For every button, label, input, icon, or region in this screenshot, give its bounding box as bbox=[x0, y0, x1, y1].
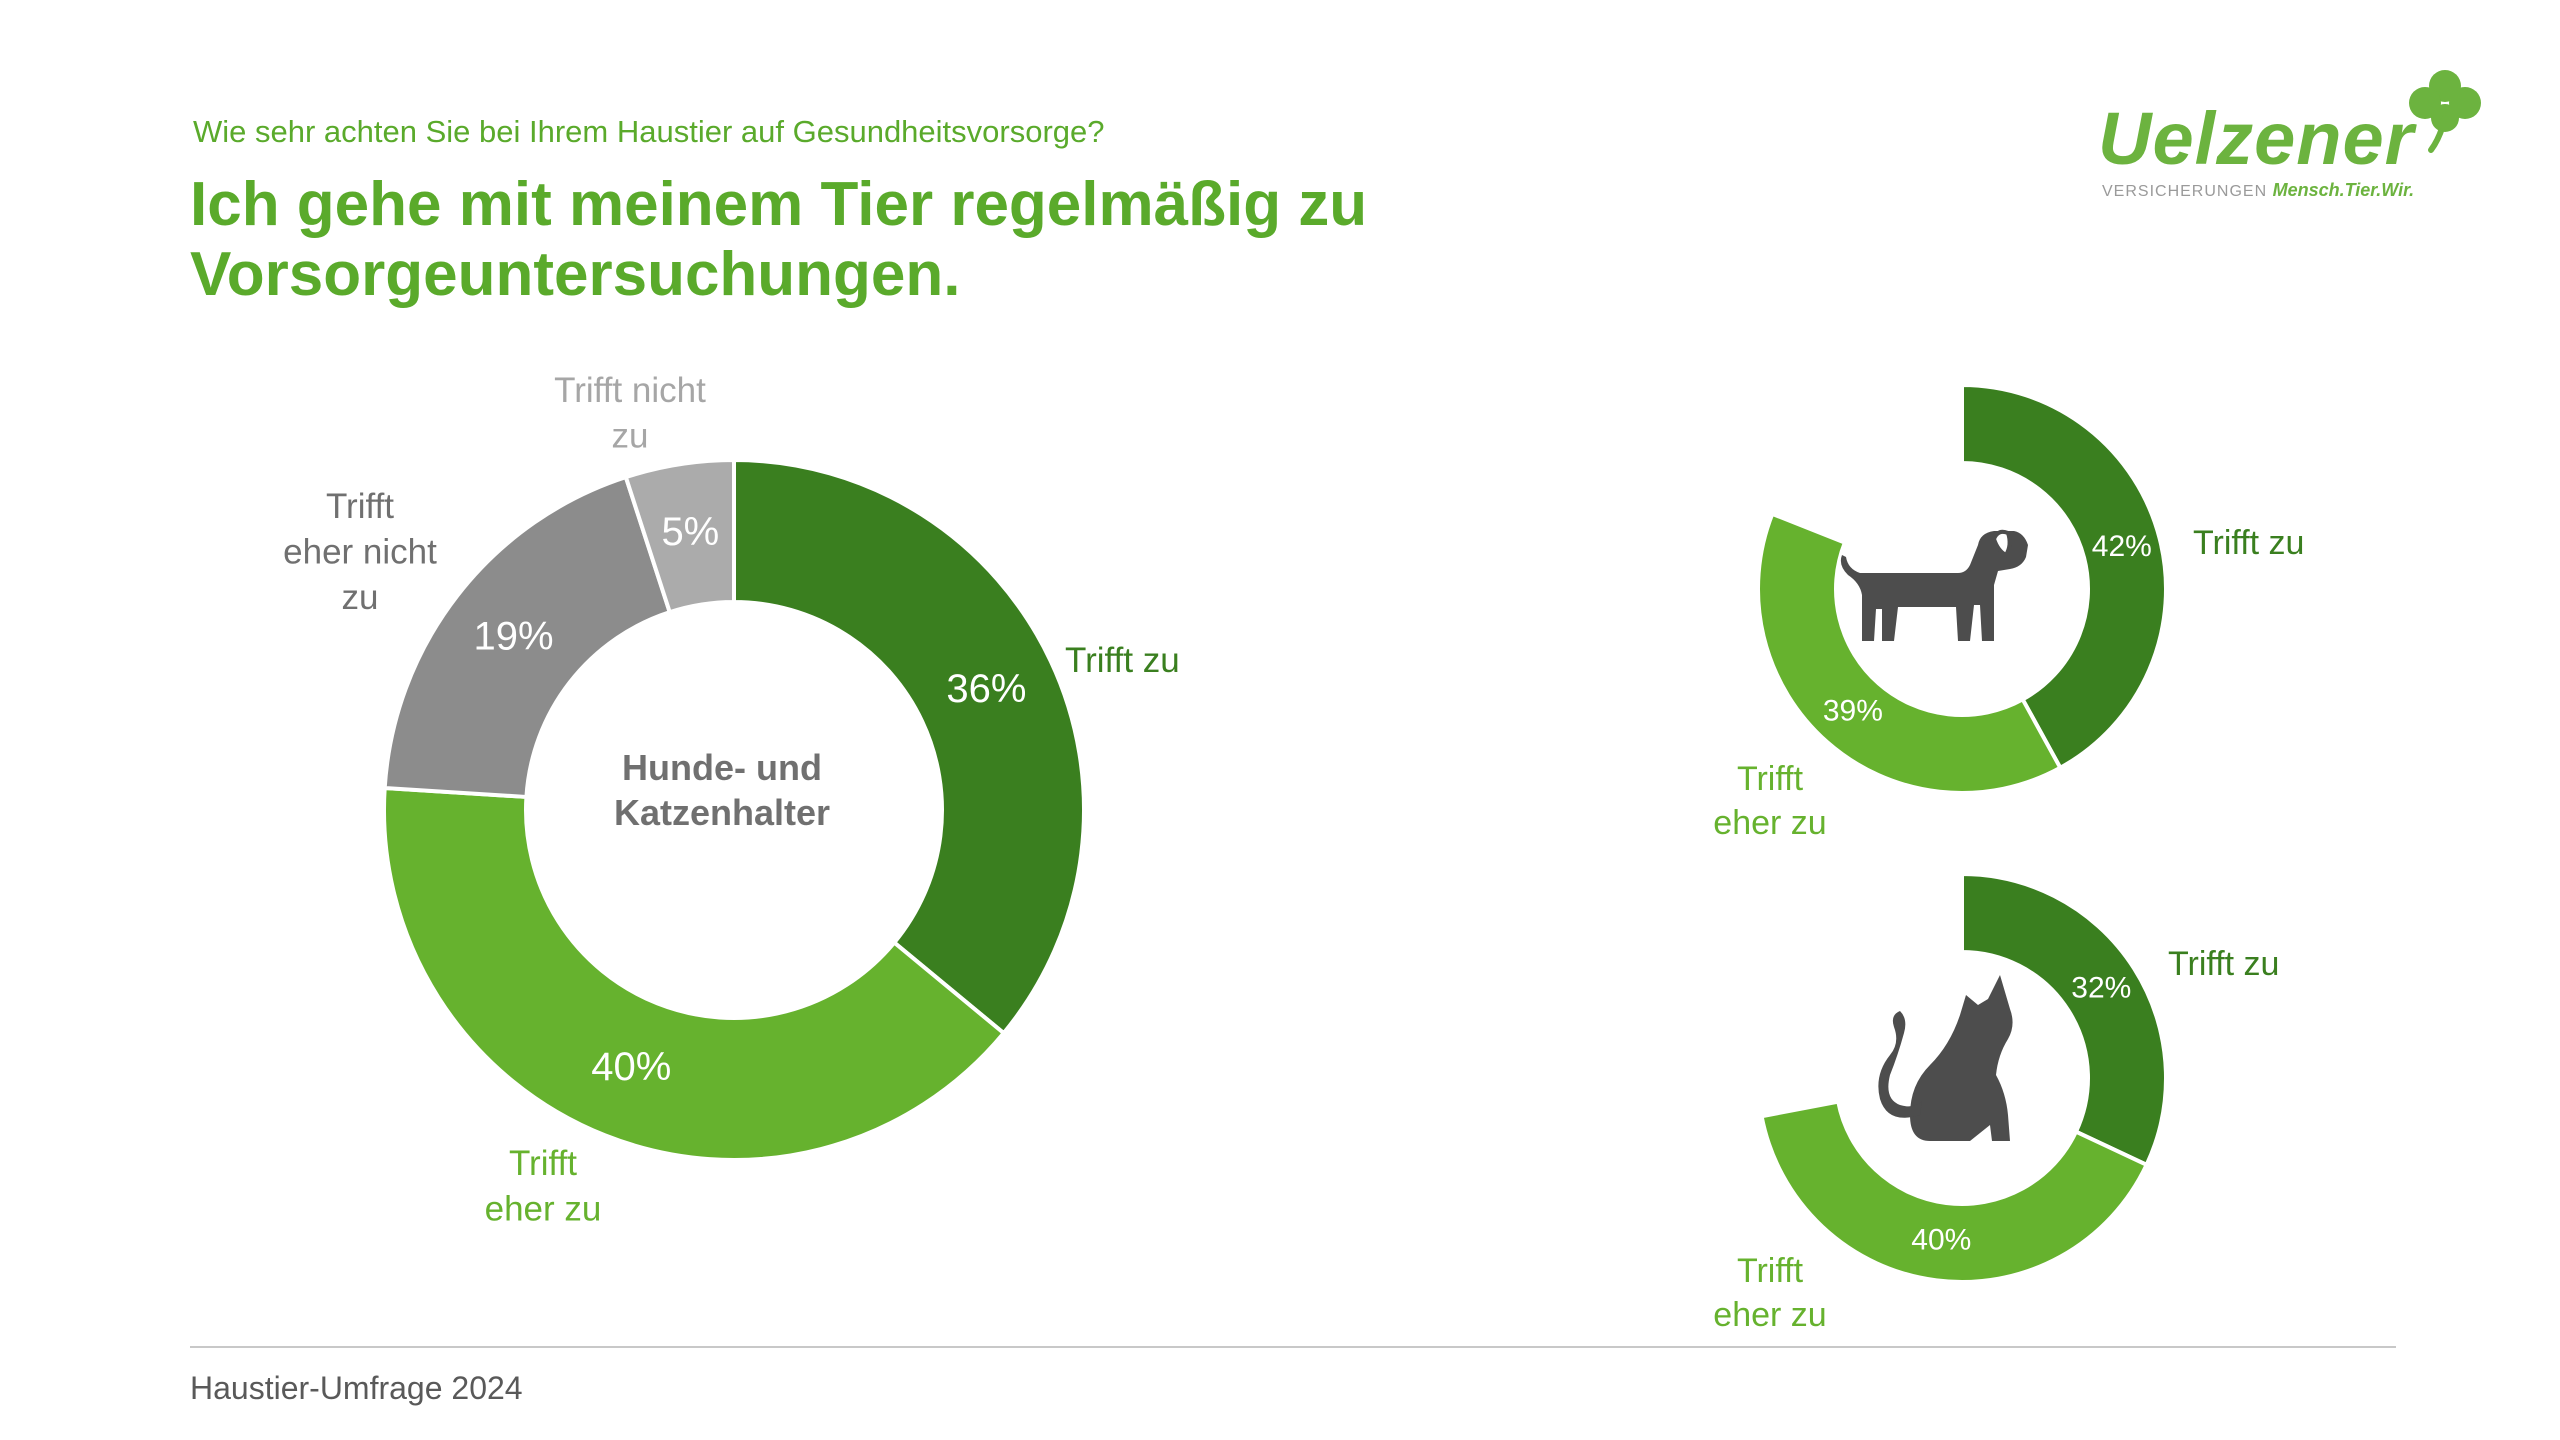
value-label-trifft-zu: 42% bbox=[2092, 530, 2152, 563]
donut-center-label-line-1: Hunde- und bbox=[622, 747, 822, 788]
clover-logo-icon bbox=[2409, 70, 2481, 153]
category-label-trifft-nicht-zu: Trifft nicht zu bbox=[554, 371, 706, 456]
brand-logo-sub-claim: Mensch.Tier.Wir. bbox=[2272, 180, 2415, 200]
category-label-line: zu bbox=[612, 417, 649, 456]
donut-chart-cat-owners: 32% Trifft zu 40% Trifft eher zu bbox=[1713, 871, 2279, 1334]
category-label-line: zu bbox=[342, 578, 379, 617]
donut-chart-all-owners: 36% Trifft zu 40% Trifft eher zu 19% Trifft ehe… bbox=[283, 371, 1180, 1229]
footer-divider bbox=[190, 1346, 2396, 1348]
category-label-trifft-zu: Trifft zu bbox=[2193, 524, 2304, 562]
category-label-trifft-zu: Trifft zu bbox=[2168, 945, 2279, 983]
survey-question: Wie sehr achten Sie bei Ihrem Haustier a… bbox=[193, 114, 1105, 149]
donut-slice-trifft-eher-zu bbox=[382, 785, 1007, 1163]
dog-icon bbox=[1840, 529, 2028, 641]
page-title: Ich gehe mit meinem Tier regelmäßig zu V… bbox=[190, 170, 1367, 310]
donut-slice-trifft-zu bbox=[732, 457, 1086, 1036]
donut-slice-trifft-eher-zu bbox=[1759, 1099, 2150, 1284]
category-label-line: eher zu bbox=[485, 1190, 602, 1229]
category-label-trifft-eher-zu: Trifft eher zu bbox=[1713, 760, 1826, 842]
category-label-line: Trifft zu bbox=[1065, 641, 1180, 680]
footer-source: Haustier-Umfrage 2024 bbox=[190, 1370, 523, 1406]
donut-slice-trifft-eher-nicht-zu bbox=[382, 474, 673, 800]
category-label-trifft-zu: Trifft zu bbox=[1065, 641, 1180, 680]
category-label-trifft-eher-nicht-zu: Trifft eher nicht zu bbox=[283, 487, 437, 617]
category-label-line: Trifft bbox=[326, 487, 394, 526]
value-label-trifft-nicht-zu: 5% bbox=[661, 510, 719, 554]
donut-center-label-line-2: Katzenhalter bbox=[614, 792, 830, 833]
value-label-trifft-zu: 36% bbox=[946, 667, 1026, 711]
value-label-trifft-eher-zu: 39% bbox=[1823, 695, 1883, 728]
page-title-line-1: Ich gehe mit meinem Tier regelmäßig zu bbox=[190, 170, 1368, 239]
value-label-trifft-eher-nicht-zu: 19% bbox=[474, 615, 554, 659]
category-label-line: Trifft zu bbox=[2168, 945, 2279, 983]
value-label-trifft-eher-zu: 40% bbox=[1911, 1224, 1971, 1257]
category-label-line: eher zu bbox=[1713, 804, 1826, 842]
brand-logo-sub-prefix: VERSICHERUNGEN bbox=[2102, 183, 2268, 200]
donut-slice-trifft-zu bbox=[1960, 871, 2168, 1168]
category-label-line: Trifft zu bbox=[2193, 524, 2304, 562]
donut-slice-trifft-zu bbox=[1960, 382, 2168, 771]
category-label-trifft-eher-zu: Trifft eher zu bbox=[485, 1144, 602, 1229]
brand-logo-claim: VERSICHERUNGEN Mensch.Tier.Wir. bbox=[2102, 180, 2414, 201]
page-title-line-2: Vorsorgeuntersuchungen. bbox=[190, 240, 961, 309]
category-label-trifft-eher-zu: Trifft eher zu bbox=[1713, 1252, 1826, 1334]
category-label-line: Trifft bbox=[1737, 760, 1804, 798]
donut-slice-trifft-eher-zu bbox=[1756, 511, 2063, 795]
value-label-trifft-eher-zu: 40% bbox=[591, 1045, 671, 1089]
category-label-line: Trifft nicht bbox=[554, 371, 706, 410]
value-label-trifft-zu: 32% bbox=[2071, 972, 2131, 1005]
cat-icon bbox=[1878, 975, 2013, 1141]
category-label-line: eher nicht bbox=[283, 533, 437, 572]
brand-logo-wordmark: Uelzener bbox=[2098, 97, 2415, 180]
category-label-line: Trifft bbox=[1737, 1252, 1804, 1290]
donut-slice-trifft-nicht-zu bbox=[623, 457, 736, 615]
category-label-line: eher zu bbox=[1713, 1296, 1826, 1334]
category-label-line: Trifft bbox=[509, 1144, 577, 1183]
donut-chart-dog-owners: 42% Trifft zu 39% Trifft eher zu bbox=[1713, 382, 2304, 842]
